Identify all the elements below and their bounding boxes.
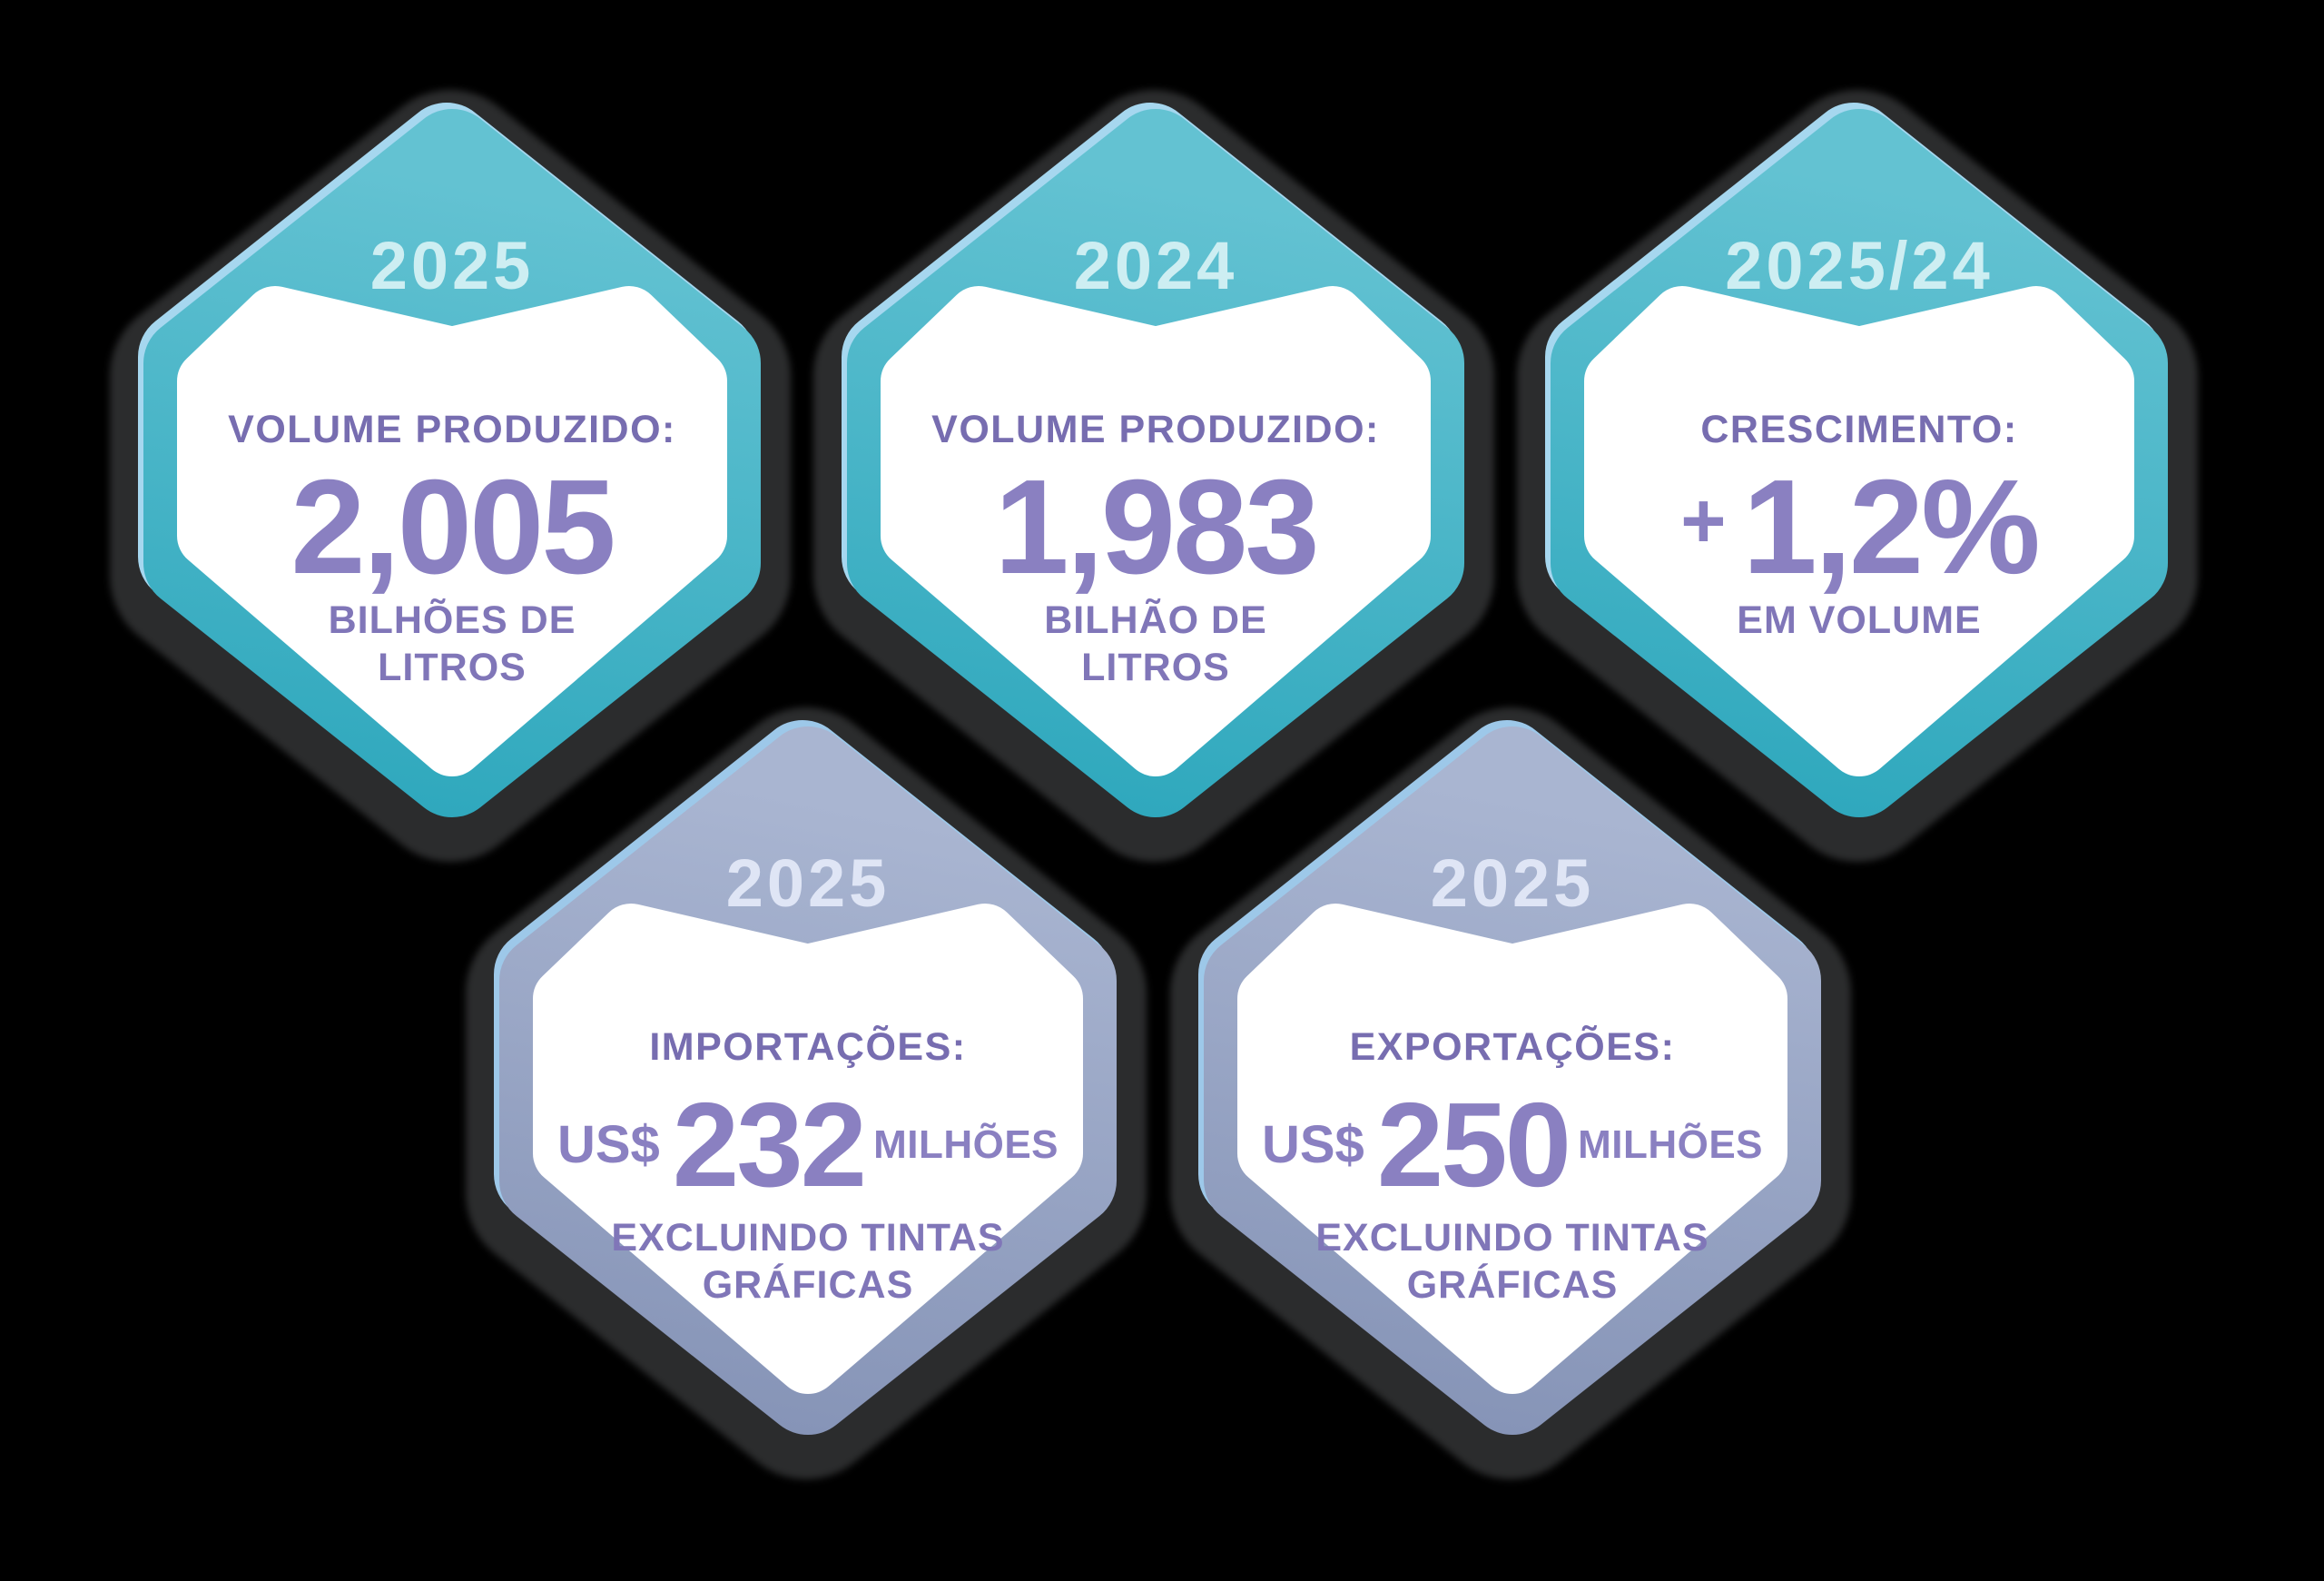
- stat-hexagon-production-2025: 2025 VOLUME PRODUZIDO: 2,005 BILHÕES DE …: [110, 90, 791, 862]
- hexagon-shape: [110, 90, 791, 862]
- card-year: 2025: [725, 845, 891, 921]
- stat-hexagon-growth: 2025/24 CRESCIMENTO: + 1,2% EM VOLUME: [1517, 90, 2198, 862]
- card-value: US$ 232 MILHÕES: [490, 1073, 1126, 1217]
- stat-hexagon-production-2024: 2024 VOLUME PRODUZIDO: 1,983 BILHÃO DE L…: [813, 90, 1494, 862]
- card-sublabel: EXCLUINDO TINTAS GRÁFICAS: [1195, 1215, 1830, 1309]
- sublabel-line-1: BILHÃO DE: [1044, 598, 1267, 642]
- stat-hexagon-imports: 2025 IMPORTAÇÕES: US$ 232 MILHÕES EXCLUI…: [466, 707, 1147, 1479]
- sublabel-line-2: LITROS: [378, 645, 527, 689]
- sublabel-line-1: EXCLUINDO TINTAS: [1315, 1216, 1709, 1260]
- sublabel-line-1: EXCLUINDO TINTAS: [611, 1216, 1005, 1260]
- card-value: 1,983: [838, 456, 1473, 599]
- value-number: 1,983: [994, 452, 1319, 602]
- value-number: 250: [1376, 1078, 1571, 1211]
- sublabel-line-1: EM VOLUME: [1737, 598, 1982, 642]
- card-label: EXPORTAÇÕES:: [1349, 1025, 1676, 1069]
- card-value: 2,005: [134, 456, 770, 599]
- card-label: IMPORTAÇÕES:: [649, 1025, 967, 1069]
- card-label: CRESCIMENTO:: [1700, 408, 2018, 451]
- value-number: 232: [672, 1078, 867, 1211]
- card-sublabel: EM VOLUME: [1541, 598, 2177, 645]
- card-year: 2025/24: [1725, 228, 1994, 303]
- card-year: 2025: [1430, 845, 1595, 921]
- sublabel-line-1: BILHÕES DE: [328, 598, 576, 642]
- value-unit: MILHÕES: [873, 1122, 1059, 1167]
- card-sublabel: EXCLUINDO TINTAS GRÁFICAS: [490, 1215, 1126, 1309]
- sublabel-line-2: LITROS: [1081, 645, 1230, 689]
- card-value: US$ 250 MILHÕES: [1195, 1073, 1830, 1217]
- hexagon-shape: [1170, 707, 1851, 1479]
- hexagon-shape: [1517, 90, 2198, 862]
- hexagon-shape: [466, 707, 1147, 1479]
- value-currency: US$: [556, 1115, 660, 1174]
- sublabel-line-2: GRÁFICAS: [702, 1262, 914, 1307]
- card-label: VOLUME PRODUZIDO:: [228, 408, 676, 451]
- sublabel-line-2: GRÁFICAS: [1406, 1262, 1619, 1307]
- value-number: 2,005: [290, 452, 615, 602]
- value-currency: US$: [1261, 1115, 1364, 1174]
- value-number: 1,2%: [1742, 452, 2040, 602]
- value-plus-sign: +: [1680, 478, 1727, 565]
- card-sublabel: BILHÃO DE LITROS: [838, 598, 1473, 691]
- card-year: 2024: [1073, 228, 1238, 303]
- card-value: + 1,2%: [1541, 456, 2177, 599]
- value-unit: MILHÕES: [1578, 1122, 1764, 1167]
- card-sublabel: BILHÕES DE LITROS: [134, 598, 770, 691]
- card-label: VOLUME PRODUZIDO:: [931, 408, 1380, 451]
- hexagon-shape: [813, 90, 1494, 862]
- card-year: 2025: [369, 228, 535, 303]
- stat-hexagon-exports: 2025 EXPORTAÇÕES: US$ 250 MILHÕES EXCLUI…: [1170, 707, 1851, 1479]
